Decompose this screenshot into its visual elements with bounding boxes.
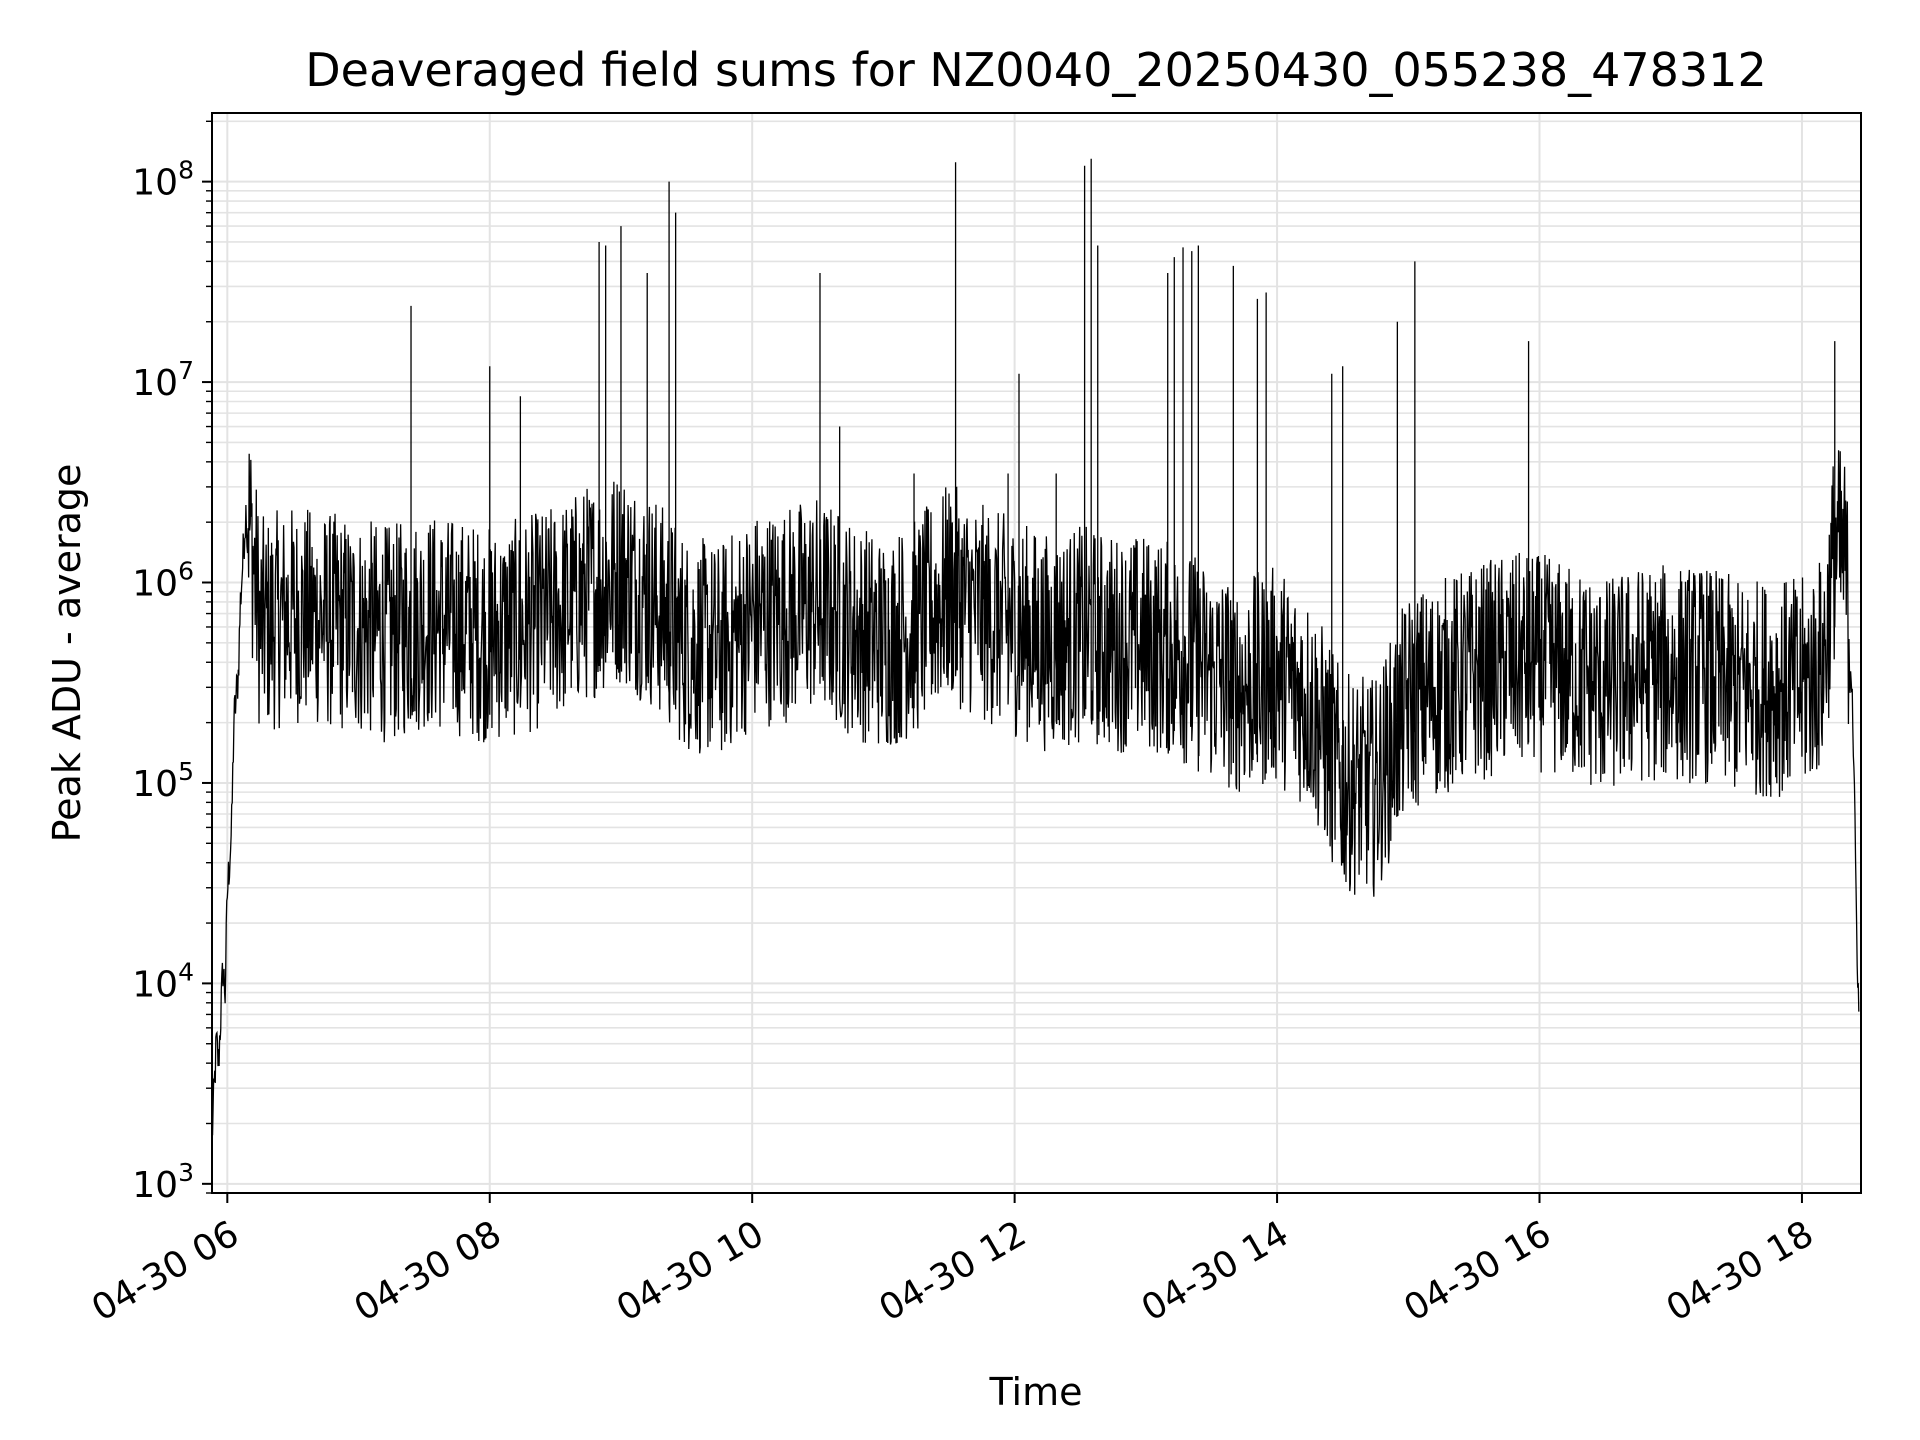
x-tick-label: 04-30 14 — [1135, 1213, 1296, 1329]
y-tick-label: 104 — [132, 957, 194, 1005]
y-tick-label: 105 — [132, 757, 194, 805]
x-tick-label: 04-30 06 — [85, 1213, 246, 1329]
y-tick-label: 108 — [132, 156, 194, 204]
y-axis-label: Peak ADU - average — [45, 464, 89, 843]
x-tick-label: 04-30 18 — [1660, 1213, 1821, 1329]
y-tick-label: 107 — [132, 356, 194, 404]
y-tick-label: 103 — [132, 1158, 194, 1206]
series-line-group — [211, 158, 1860, 1136]
x-axis-label: Time — [989, 1370, 1083, 1414]
x-tick-label: 04-30 10 — [610, 1213, 771, 1329]
x-tick-label: 04-30 08 — [348, 1213, 509, 1329]
x-tick-label: 04-30 12 — [872, 1213, 1033, 1329]
y-tick-label: 106 — [132, 557, 194, 605]
series-line — [211, 158, 1860, 1136]
chart-title: Deaveraged field sums for NZ0040_2025043… — [305, 43, 1766, 97]
x-tick-label: 04-30 16 — [1397, 1213, 1558, 1329]
plot-frame — [211, 112, 1862, 1194]
